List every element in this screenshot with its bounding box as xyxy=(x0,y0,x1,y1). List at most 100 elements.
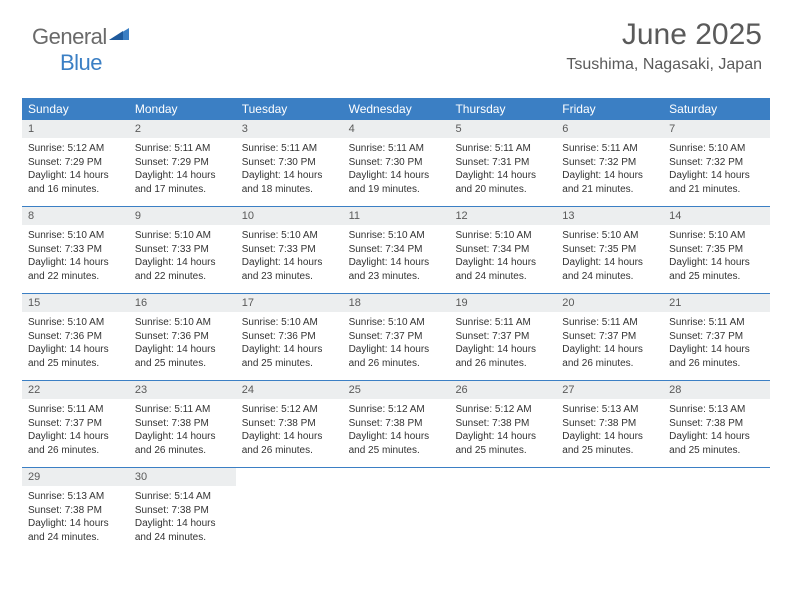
day-info: Sunrise: 5:10 AMSunset: 7:37 PMDaylight:… xyxy=(343,312,450,376)
day-info: Sunrise: 5:10 AMSunset: 7:33 PMDaylight:… xyxy=(129,225,236,289)
day-header-cell: Monday xyxy=(129,98,236,120)
day-header-cell: Friday xyxy=(556,98,663,120)
day-info: Sunrise: 5:11 AMSunset: 7:30 PMDaylight:… xyxy=(236,138,343,202)
day-cell: 7Sunrise: 5:10 AMSunset: 7:32 PMDaylight… xyxy=(663,120,770,206)
day-cell: 8Sunrise: 5:10 AMSunset: 7:33 PMDaylight… xyxy=(22,207,129,293)
day-cell xyxy=(556,468,663,554)
day-info: Sunrise: 5:10 AMSunset: 7:35 PMDaylight:… xyxy=(556,225,663,289)
day-number: 27 xyxy=(556,381,663,399)
day-number: 3 xyxy=(236,120,343,138)
day-number: 28 xyxy=(663,381,770,399)
day-cell: 24Sunrise: 5:12 AMSunset: 7:38 PMDayligh… xyxy=(236,381,343,467)
day-cell: 1Sunrise: 5:12 AMSunset: 7:29 PMDaylight… xyxy=(22,120,129,206)
day-cell: 30Sunrise: 5:14 AMSunset: 7:38 PMDayligh… xyxy=(129,468,236,554)
day-cell: 28Sunrise: 5:13 AMSunset: 7:38 PMDayligh… xyxy=(663,381,770,467)
day-number: 1 xyxy=(22,120,129,138)
day-number: 7 xyxy=(663,120,770,138)
day-cell: 26Sunrise: 5:12 AMSunset: 7:38 PMDayligh… xyxy=(449,381,556,467)
day-info: Sunrise: 5:13 AMSunset: 7:38 PMDaylight:… xyxy=(22,486,129,550)
day-info: Sunrise: 5:11 AMSunset: 7:37 PMDaylight:… xyxy=(556,312,663,376)
day-info: Sunrise: 5:10 AMSunset: 7:36 PMDaylight:… xyxy=(129,312,236,376)
day-number: 4 xyxy=(343,120,450,138)
day-number: 23 xyxy=(129,381,236,399)
day-info: Sunrise: 5:14 AMSunset: 7:38 PMDaylight:… xyxy=(129,486,236,550)
day-info: Sunrise: 5:10 AMSunset: 7:35 PMDaylight:… xyxy=(663,225,770,289)
logo-triangle-icon xyxy=(109,26,129,45)
day-info: Sunrise: 5:10 AMSunset: 7:33 PMDaylight:… xyxy=(22,225,129,289)
day-cell: 12Sunrise: 5:10 AMSunset: 7:34 PMDayligh… xyxy=(449,207,556,293)
day-info: Sunrise: 5:13 AMSunset: 7:38 PMDaylight:… xyxy=(556,399,663,463)
day-number: 11 xyxy=(343,207,450,225)
day-number: 21 xyxy=(663,294,770,312)
day-cell: 13Sunrise: 5:10 AMSunset: 7:35 PMDayligh… xyxy=(556,207,663,293)
week-row: 1Sunrise: 5:12 AMSunset: 7:29 PMDaylight… xyxy=(22,120,770,207)
day-header-cell: Wednesday xyxy=(343,98,450,120)
day-number: 15 xyxy=(22,294,129,312)
day-number: 22 xyxy=(22,381,129,399)
day-info: Sunrise: 5:11 AMSunset: 7:32 PMDaylight:… xyxy=(556,138,663,202)
day-number: 12 xyxy=(449,207,556,225)
calendar-body: 1Sunrise: 5:12 AMSunset: 7:29 PMDaylight… xyxy=(22,120,770,554)
day-number: 18 xyxy=(343,294,450,312)
day-cell: 17Sunrise: 5:10 AMSunset: 7:36 PMDayligh… xyxy=(236,294,343,380)
day-cell: 9Sunrise: 5:10 AMSunset: 7:33 PMDaylight… xyxy=(129,207,236,293)
day-cell: 19Sunrise: 5:11 AMSunset: 7:37 PMDayligh… xyxy=(449,294,556,380)
day-cell: 10Sunrise: 5:10 AMSunset: 7:33 PMDayligh… xyxy=(236,207,343,293)
day-header-row: SundayMondayTuesdayWednesdayThursdayFrid… xyxy=(22,98,770,120)
logo-word2: Blue xyxy=(60,50,102,75)
day-info: Sunrise: 5:12 AMSunset: 7:38 PMDaylight:… xyxy=(449,399,556,463)
logo: General Blue xyxy=(32,24,129,76)
day-cell xyxy=(449,468,556,554)
page-title: June 2025 xyxy=(566,18,762,52)
day-info: Sunrise: 5:11 AMSunset: 7:37 PMDaylight:… xyxy=(449,312,556,376)
day-header-cell: Thursday xyxy=(449,98,556,120)
day-header-cell: Tuesday xyxy=(236,98,343,120)
title-block: June 2025 Tsushima, Nagasaki, Japan xyxy=(566,18,762,74)
day-info: Sunrise: 5:10 AMSunset: 7:36 PMDaylight:… xyxy=(22,312,129,376)
day-info: Sunrise: 5:10 AMSunset: 7:33 PMDaylight:… xyxy=(236,225,343,289)
day-cell: 25Sunrise: 5:12 AMSunset: 7:38 PMDayligh… xyxy=(343,381,450,467)
day-info: Sunrise: 5:11 AMSunset: 7:31 PMDaylight:… xyxy=(449,138,556,202)
day-info: Sunrise: 5:13 AMSunset: 7:38 PMDaylight:… xyxy=(663,399,770,463)
day-info: Sunrise: 5:12 AMSunset: 7:38 PMDaylight:… xyxy=(343,399,450,463)
calendar: SundayMondayTuesdayWednesdayThursdayFrid… xyxy=(22,98,770,554)
day-info: Sunrise: 5:12 AMSunset: 7:29 PMDaylight:… xyxy=(22,138,129,202)
day-number: 14 xyxy=(663,207,770,225)
day-cell: 20Sunrise: 5:11 AMSunset: 7:37 PMDayligh… xyxy=(556,294,663,380)
day-cell: 5Sunrise: 5:11 AMSunset: 7:31 PMDaylight… xyxy=(449,120,556,206)
day-cell: 23Sunrise: 5:11 AMSunset: 7:38 PMDayligh… xyxy=(129,381,236,467)
day-number: 30 xyxy=(129,468,236,486)
day-number: 10 xyxy=(236,207,343,225)
day-number: 25 xyxy=(343,381,450,399)
day-number: 16 xyxy=(129,294,236,312)
day-cell: 16Sunrise: 5:10 AMSunset: 7:36 PMDayligh… xyxy=(129,294,236,380)
day-info: Sunrise: 5:10 AMSunset: 7:36 PMDaylight:… xyxy=(236,312,343,376)
day-info: Sunrise: 5:10 AMSunset: 7:32 PMDaylight:… xyxy=(663,138,770,202)
day-cell xyxy=(236,468,343,554)
day-cell: 11Sunrise: 5:10 AMSunset: 7:34 PMDayligh… xyxy=(343,207,450,293)
day-number: 13 xyxy=(556,207,663,225)
day-number: 9 xyxy=(129,207,236,225)
week-row: 8Sunrise: 5:10 AMSunset: 7:33 PMDaylight… xyxy=(22,207,770,294)
day-info: Sunrise: 5:11 AMSunset: 7:37 PMDaylight:… xyxy=(663,312,770,376)
week-row: 15Sunrise: 5:10 AMSunset: 7:36 PMDayligh… xyxy=(22,294,770,381)
day-cell: 27Sunrise: 5:13 AMSunset: 7:38 PMDayligh… xyxy=(556,381,663,467)
day-cell xyxy=(343,468,450,554)
day-cell: 4Sunrise: 5:11 AMSunset: 7:30 PMDaylight… xyxy=(343,120,450,206)
day-info: Sunrise: 5:11 AMSunset: 7:38 PMDaylight:… xyxy=(129,399,236,463)
day-number: 24 xyxy=(236,381,343,399)
day-number: 5 xyxy=(449,120,556,138)
day-number: 20 xyxy=(556,294,663,312)
day-info: Sunrise: 5:11 AMSunset: 7:29 PMDaylight:… xyxy=(129,138,236,202)
day-info: Sunrise: 5:10 AMSunset: 7:34 PMDaylight:… xyxy=(343,225,450,289)
logo-word1: General xyxy=(32,24,107,49)
day-number: 26 xyxy=(449,381,556,399)
day-number: 17 xyxy=(236,294,343,312)
day-number: 6 xyxy=(556,120,663,138)
location: Tsushima, Nagasaki, Japan xyxy=(566,56,762,74)
day-number: 2 xyxy=(129,120,236,138)
day-header-cell: Sunday xyxy=(22,98,129,120)
day-info: Sunrise: 5:11 AMSunset: 7:37 PMDaylight:… xyxy=(22,399,129,463)
day-info: Sunrise: 5:12 AMSunset: 7:38 PMDaylight:… xyxy=(236,399,343,463)
day-cell: 6Sunrise: 5:11 AMSunset: 7:32 PMDaylight… xyxy=(556,120,663,206)
